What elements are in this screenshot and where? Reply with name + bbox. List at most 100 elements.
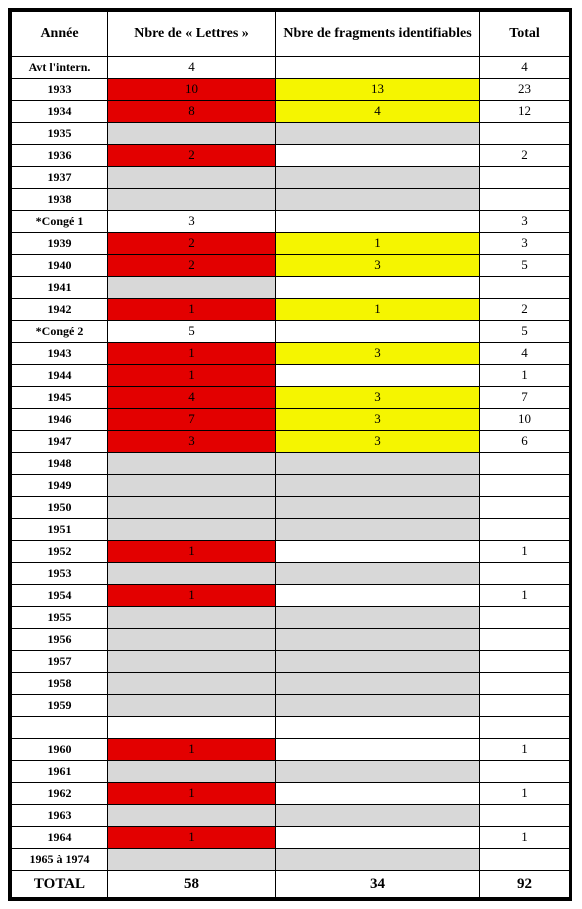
cell-year: 1952 — [12, 541, 108, 563]
cell-lettres: 1 — [108, 739, 276, 761]
cell-year: 1942 — [12, 299, 108, 321]
cell-year: 1943 — [12, 343, 108, 365]
table-row: 1963 — [12, 805, 570, 827]
cell-total: 3 — [480, 233, 570, 255]
cell-total — [480, 695, 570, 717]
cell-year: 1960 — [12, 739, 108, 761]
cell-lettres: 1 — [108, 783, 276, 805]
cell-year: 1933 — [12, 79, 108, 101]
cell-fragments — [276, 541, 480, 563]
table-row: 1959 — [12, 695, 570, 717]
table-row: 1949 — [12, 475, 570, 497]
table-row: 19348412 — [12, 101, 570, 123]
cell-fragments: 3 — [276, 409, 480, 431]
col-header-fragments: Nbre de fragments identifiables — [276, 12, 480, 57]
cell-year: 1947 — [12, 431, 108, 453]
cell-total — [480, 849, 570, 871]
cell-lettres: 1 — [108, 541, 276, 563]
cell-total — [480, 805, 570, 827]
cell-fragments — [276, 629, 480, 651]
cell-fragments — [276, 189, 480, 211]
cell-fragments — [276, 57, 480, 79]
cell-fragments — [276, 607, 480, 629]
cell-total: 12 — [480, 101, 570, 123]
table-row: 1957 — [12, 651, 570, 673]
cell-lettres: 2 — [108, 145, 276, 167]
cell-total: 5 — [480, 321, 570, 343]
cell-fragments — [276, 805, 480, 827]
cell-total: 1 — [480, 365, 570, 387]
table-row: 1958 — [12, 673, 570, 695]
cell-year: 1935 — [12, 123, 108, 145]
cell-total: 5 — [480, 255, 570, 277]
cell-year: 1936 — [12, 145, 108, 167]
table-row: 1947336 — [12, 431, 570, 453]
table-row: 1943134 — [12, 343, 570, 365]
cell-fragments — [276, 827, 480, 849]
cell-lettres — [108, 651, 276, 673]
cell-year: *Congé 2 — [12, 321, 108, 343]
cell-fragments — [276, 761, 480, 783]
cell-fragments: 3 — [276, 255, 480, 277]
cell-lettres — [108, 123, 276, 145]
table-row: 196011 — [12, 739, 570, 761]
cell-lettres: 3 — [108, 431, 276, 453]
cell-total: 2 — [480, 145, 570, 167]
cell-total — [480, 563, 570, 585]
cell-fragments — [276, 365, 480, 387]
cell-fragments — [276, 673, 480, 695]
table-row: 193622 — [12, 145, 570, 167]
table-row: 1951 — [12, 519, 570, 541]
cell-year: 1959 — [12, 695, 108, 717]
cell-year: 1954 — [12, 585, 108, 607]
cell-fragments — [276, 717, 480, 739]
table-row: 1935 — [12, 123, 570, 145]
cell-year: 1964 — [12, 827, 108, 849]
cell-fragments: 1 — [276, 233, 480, 255]
cell-total — [480, 189, 570, 211]
cell-year: 1956 — [12, 629, 108, 651]
cell-lettres — [108, 849, 276, 871]
total-lettres: 58 — [108, 871, 276, 898]
cell-lettres — [108, 607, 276, 629]
col-header-total: Total — [480, 12, 570, 57]
cell-total — [480, 123, 570, 145]
table-row: 19467310 — [12, 409, 570, 431]
cell-year: 1951 — [12, 519, 108, 541]
cell-fragments — [276, 695, 480, 717]
cell-fragments — [276, 453, 480, 475]
cell-lettres — [108, 167, 276, 189]
cell-lettres: 1 — [108, 827, 276, 849]
cell-fragments — [276, 849, 480, 871]
cell-year: 1937 — [12, 167, 108, 189]
header-row: Année Nbre de « Lettres » Nbre de fragme… — [12, 12, 570, 57]
cell-year: 1955 — [12, 607, 108, 629]
cell-total — [480, 673, 570, 695]
cell-total — [480, 277, 570, 299]
cell-fragments — [276, 277, 480, 299]
col-header-lettres: Nbre de « Lettres » — [108, 12, 276, 57]
table-row: 1955 — [12, 607, 570, 629]
total-total: 92 — [480, 871, 570, 898]
cell-total: 1 — [480, 585, 570, 607]
total-row: TOTAL 58 34 92 — [12, 871, 570, 898]
cell-lettres: 10 — [108, 79, 276, 101]
cell-year: 1934 — [12, 101, 108, 123]
cell-fragments — [276, 145, 480, 167]
cell-lettres: 8 — [108, 101, 276, 123]
cell-lettres: 1 — [108, 299, 276, 321]
col-header-annee: Année — [12, 12, 108, 57]
cell-year — [12, 717, 108, 739]
cell-lettres: 2 — [108, 233, 276, 255]
cell-total — [480, 475, 570, 497]
cell-fragments: 3 — [276, 387, 480, 409]
cell-fragments: 1 — [276, 299, 480, 321]
cell-total: 4 — [480, 57, 570, 79]
table-row: 196211 — [12, 783, 570, 805]
table-row: 1961 — [12, 761, 570, 783]
cell-lettres — [108, 695, 276, 717]
cell-year: 1949 — [12, 475, 108, 497]
cell-total — [480, 453, 570, 475]
cell-fragments — [276, 563, 480, 585]
cell-lettres — [108, 453, 276, 475]
